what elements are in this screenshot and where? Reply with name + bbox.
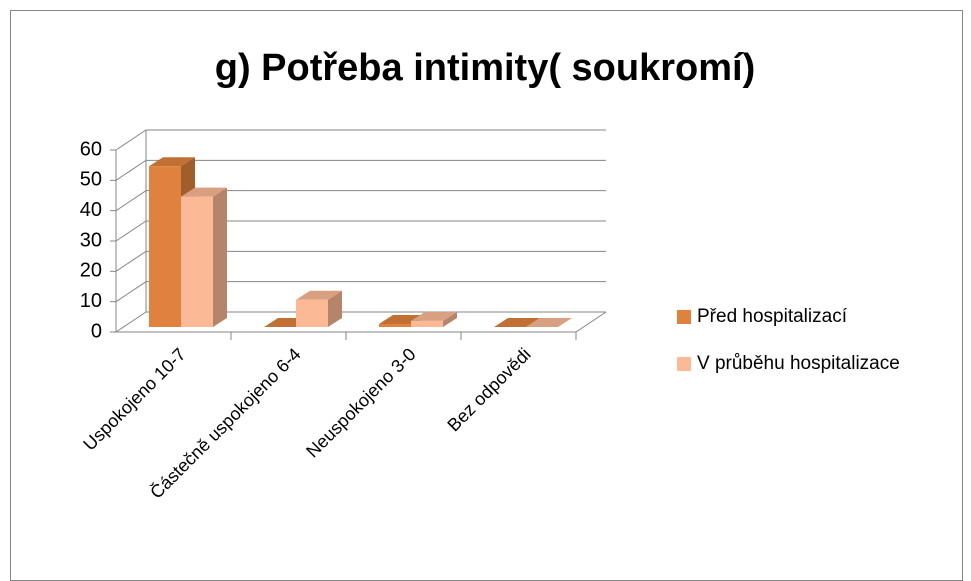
bar-side: [213, 187, 227, 327]
bar-front: [296, 299, 328, 327]
grid-line: [115, 220, 606, 242]
bar: [494, 318, 540, 327]
legend-label: V průběhu hospitalizace: [697, 353, 900, 374]
floor-edge: [575, 311, 607, 333]
y-tick-label: 0: [91, 320, 102, 342]
bar-front: [149, 166, 181, 327]
bar-side: [328, 290, 342, 327]
bar-front: [411, 320, 443, 327]
y-tick-label: 60: [80, 138, 102, 160]
bar-front: [181, 196, 213, 327]
y-tick-label: 20: [80, 260, 102, 282]
grid-line: [115, 159, 606, 181]
grid-line: [115, 129, 606, 151]
grid-line: [115, 250, 606, 272]
bar-side: [443, 311, 457, 327]
bar-top: [494, 318, 540, 327]
y-tick-label: 40: [80, 199, 102, 221]
y-tick-label: 50: [80, 169, 102, 191]
bar: [296, 290, 342, 327]
legend-label: Před hospitalizací: [697, 306, 848, 327]
chart-title: g) Potřeba intimity( soukromí): [215, 47, 755, 89]
bar-top: [296, 290, 342, 300]
bar-top: [411, 311, 457, 321]
legend-swatch: [677, 357, 691, 371]
grid-line: [115, 190, 606, 212]
bar: [411, 311, 457, 327]
bar-top: [526, 318, 572, 327]
grid-line: [115, 281, 606, 303]
bar-top: [149, 157, 195, 167]
y-tick-label: 30: [80, 229, 102, 251]
y-tick-label: 10: [80, 290, 102, 312]
bar-front: [379, 323, 411, 327]
bar: [181, 187, 227, 327]
legend-swatch: [677, 310, 691, 324]
bar-top: [181, 187, 227, 197]
bar: [526, 318, 572, 327]
